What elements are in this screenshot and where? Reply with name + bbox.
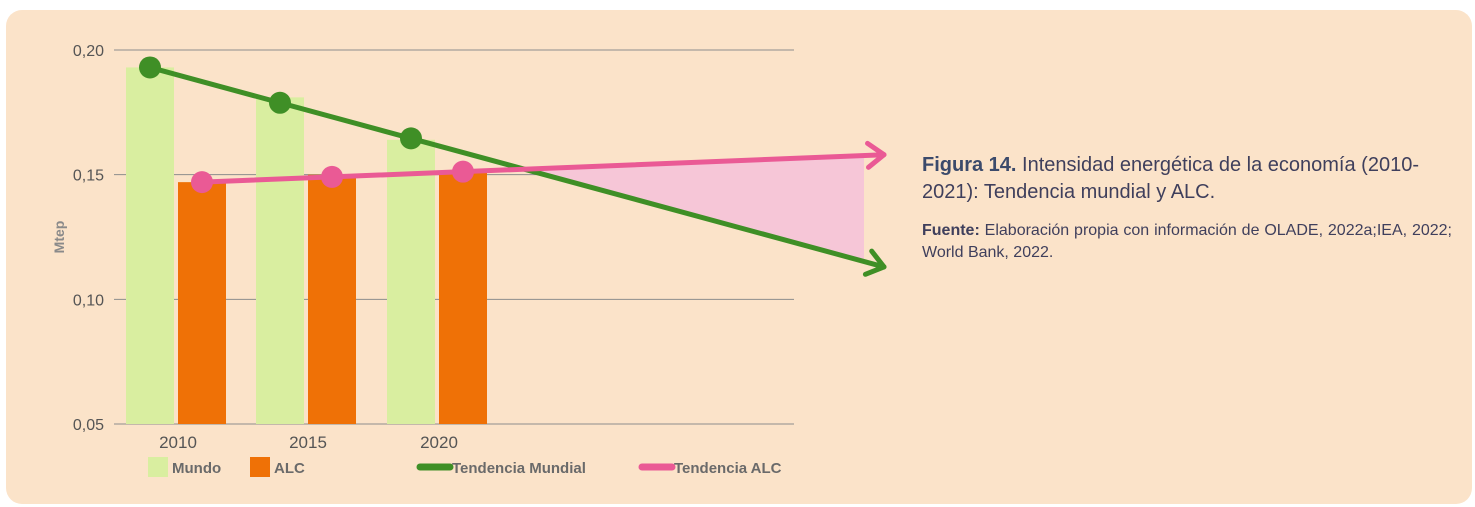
figure-panel: 0,05 0,10 0,15 0,20 Mtep 2010 2015 2020 Mundo ALC…: [6, 10, 1472, 504]
figure-text: Intensidad energética de la economía (20…: [922, 154, 1419, 203]
y-tick-label: 0,20: [73, 43, 104, 60]
energy-intensity-chart: 0,05 0,10 0,15 0,20 Mtep 2010 2015 2020 Mundo ALC…: [51, 43, 887, 477]
bar-alc: [439, 172, 487, 424]
figure-source: Fuente: Elaboración propia con informaci…: [922, 220, 1452, 264]
trend-point-alc: [452, 160, 474, 183]
bar-mundo: [126, 67, 174, 424]
source-text: Elaboración propia con información de OL…: [922, 222, 1452, 261]
figure-caption: Figura 14. Intensidad energética de la e…: [922, 152, 1452, 264]
legend-label-tendencia-mundial: Tendencia Mundial: [452, 460, 586, 477]
y-axis-label: Mtep: [51, 221, 67, 254]
legend-label-mundo: Mundo: [172, 460, 221, 477]
x-tick-label: 2015: [289, 433, 327, 452]
trend-point-alc: [321, 165, 343, 188]
bar-alc: [308, 174, 356, 424]
trend-point-mundial: [400, 127, 422, 150]
trend-point-alc: [191, 171, 213, 194]
legend-label-alc: ALC: [274, 460, 305, 477]
figure-title: Figura 14. Intensidad energética de la e…: [922, 152, 1452, 206]
trend-arrow-mundial: [862, 248, 887, 277]
y-tick-label: 0,05: [73, 417, 104, 434]
bar-alc: [178, 182, 226, 424]
y-tick-label: 0,15: [73, 168, 104, 185]
trend-gap-area: [525, 155, 864, 262]
legend-label-tendencia-alc: Tendencia ALC: [674, 460, 782, 477]
trend-point-mundial: [269, 91, 291, 114]
x-tick-label: 2010: [159, 433, 197, 452]
bar-mundo: [256, 97, 304, 424]
bar-mundo: [387, 139, 435, 424]
x-tick-label: 2020: [420, 433, 458, 452]
figure-label: Figura 14.: [922, 154, 1017, 176]
legend-swatch-alc: [250, 457, 270, 477]
trend-point-mundial: [139, 56, 161, 79]
y-tick-label: 0,10: [73, 292, 104, 309]
legend-swatch-mundo: [148, 457, 168, 477]
source-label: Fuente:: [922, 222, 980, 239]
trend-line-alc: [199, 152, 887, 185]
trend-arrow-alc: [865, 140, 887, 170]
